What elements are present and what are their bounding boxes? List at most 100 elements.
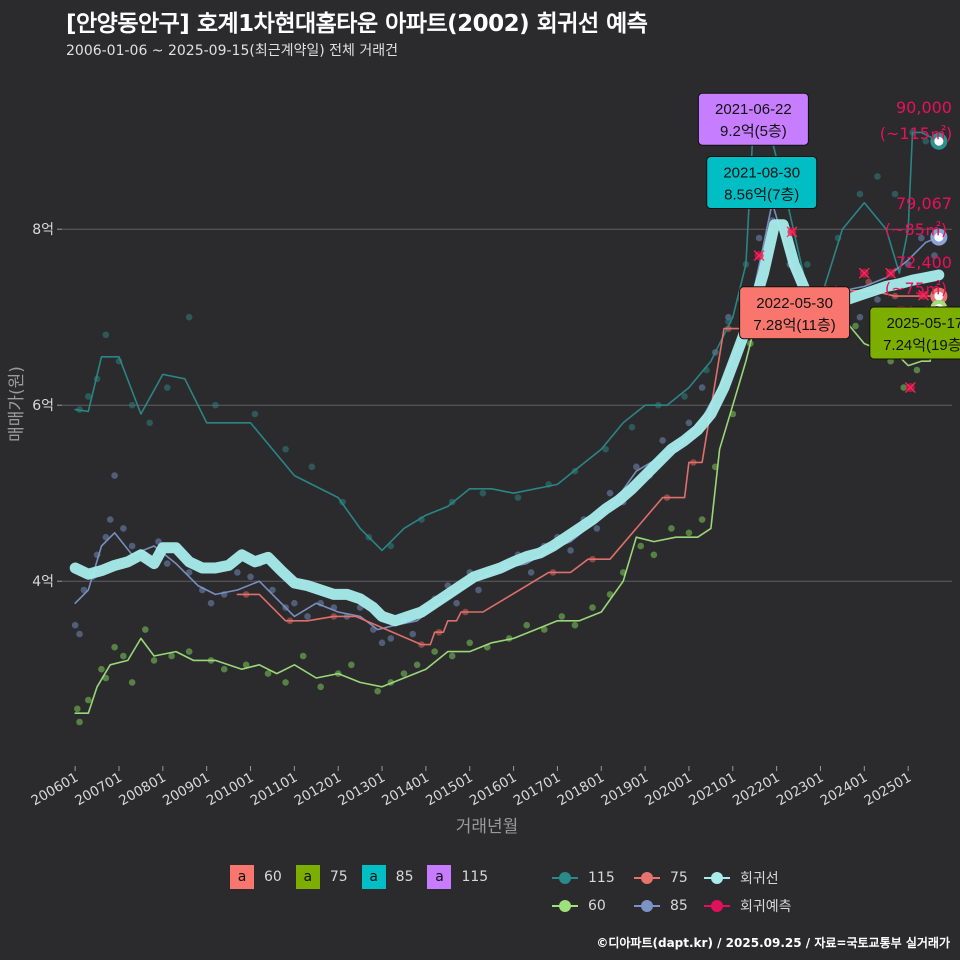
legend-line-swatch [634,871,660,885]
x-tick-label: 201501 [423,770,476,810]
series-line-60 [74,290,940,714]
legend-label: 회귀선 [740,871,779,887]
scatter-point-115 [602,445,609,453]
x-tick-label: 202501 [862,770,915,810]
x-tick-label: 201801 [555,770,608,810]
prediction-cross [885,267,897,279]
annotation-box [869,306,960,360]
right-label-area: (~75㎡) [885,279,947,298]
scatter-point-115 [681,393,688,400]
series-line-회귀선 [69,219,945,627]
scatter-point-60 [98,665,105,673]
scatter-point-85 [453,599,460,607]
scatter-point-85 [593,525,601,532]
scatter-point-60 [168,652,175,660]
chart-title: [안양동안구] 호계1차현대홈타운 아파트(2002) 회귀선 예측 [66,11,648,37]
scatter-point-60 [523,621,531,629]
legend-item-line-75: 75 [634,870,704,886]
x-axis-title: 거래년월 [456,817,519,837]
scatter-point-60 [85,696,92,704]
legend-area-row: a 60 a 75 a 85 a 115 [230,865,502,889]
annotation-value: 7.24억(19층) [883,337,960,354]
x-tick-label: 202301 [774,770,827,810]
legend-line-swatch [552,899,578,913]
legend-line-row-1: 115 75 회귀선 [552,868,814,888]
scatter-point-85 [567,547,574,554]
scatter-point-60 [185,648,193,655]
scatter-point-115 [479,489,487,497]
annotation-date: 2025-05-17 [886,315,960,332]
annotation-callout: 2021-06-22 9.2억(5층) [697,92,809,146]
scatter-point-115 [251,410,259,418]
scatter-point-85 [291,599,298,607]
scatter-point-115 [922,137,929,145]
scatter-point-60 [74,705,81,713]
legend-item-area-75: a 75 [295,865,348,889]
scatter-point-85 [234,569,241,576]
scatter-point-85 [659,437,666,444]
legend-item-area-85: a 85 [361,865,414,889]
scatter-point-60 [698,516,706,523]
x-tick-label: 201601 [467,770,520,810]
prediction-cross [786,226,798,238]
scatter-point-60 [317,683,324,691]
x-tick-label: 200901 [160,770,213,810]
x-tick-label: 202101 [686,770,739,810]
scatter-point-85 [904,261,912,268]
scatter-point-60 [650,551,658,559]
annotation-callout: 2021-08-30 8.56억(7층) [706,156,818,210]
scatter-point-60 [466,639,474,647]
series-line-115 [74,122,940,552]
annotation-value: 8.56억(7층) [724,187,799,204]
legend-item-line-115: 115 [552,870,634,886]
scatter-point-115 [128,401,136,409]
scatter-point-60 [637,542,645,550]
annotation-date: 2021-08-30 [723,165,800,182]
scatter-point-60 [299,652,307,660]
legend-line-row-2: 60 85 회귀예측 [552,896,814,916]
annotation-date: 2022-05-30 [756,295,833,312]
right-label-price: 79,067 [896,194,952,213]
scatter-point-85 [111,472,118,479]
scatter-point-115 [874,173,881,180]
legend-item-line-회귀예측: 회귀예측 [704,896,814,916]
prediction-cross [753,250,765,262]
annotation-value: 7.28억(11층) [753,317,835,334]
legend-line-swatch [704,899,730,913]
legend-label: 115 [588,870,615,886]
legend-label: 115 [461,869,489,885]
scatter-point-85 [606,489,614,497]
annotation-callout: 2025-05-17 7.24억(19층) [869,306,960,360]
x-tick-label: 200801 [116,770,169,810]
scatter-point-60 [220,665,228,673]
scatter-point-60 [282,679,289,686]
scatter-point-85 [685,419,693,427]
legend-item-line-60: 60 [552,898,634,914]
scatter-point-60 [128,679,136,686]
scatter-point-60 [264,670,272,677]
scatter-point-60 [142,626,149,633]
annotation-box [739,286,851,340]
scatter-point-60 [685,529,693,537]
prediction-cross [904,382,916,394]
scatter-point-85 [918,234,925,242]
scatter-point-115 [628,423,636,431]
legend-label: 60 [264,869,282,885]
scatter-point-60 [348,661,355,669]
scatter-point-85 [874,296,881,303]
scatter-point-60 [374,687,381,695]
x-tick-label: 202001 [642,770,695,810]
legend-line-swatch [704,871,730,885]
end-point-85 [930,228,948,246]
legend-item-area-60: a 60 [230,865,282,889]
scatter-point-85 [387,635,395,642]
scatter-point-85 [378,639,386,647]
scatter-point-60 [111,643,118,651]
scatter-point-60 [242,661,250,669]
scatter-point-60 [589,604,596,611]
legend-label: 75 [329,869,348,885]
scatter-point-85 [527,569,535,576]
scatter-point-85 [755,234,763,242]
scatter-point-60 [150,657,158,664]
legend-label: 85 [395,869,414,885]
